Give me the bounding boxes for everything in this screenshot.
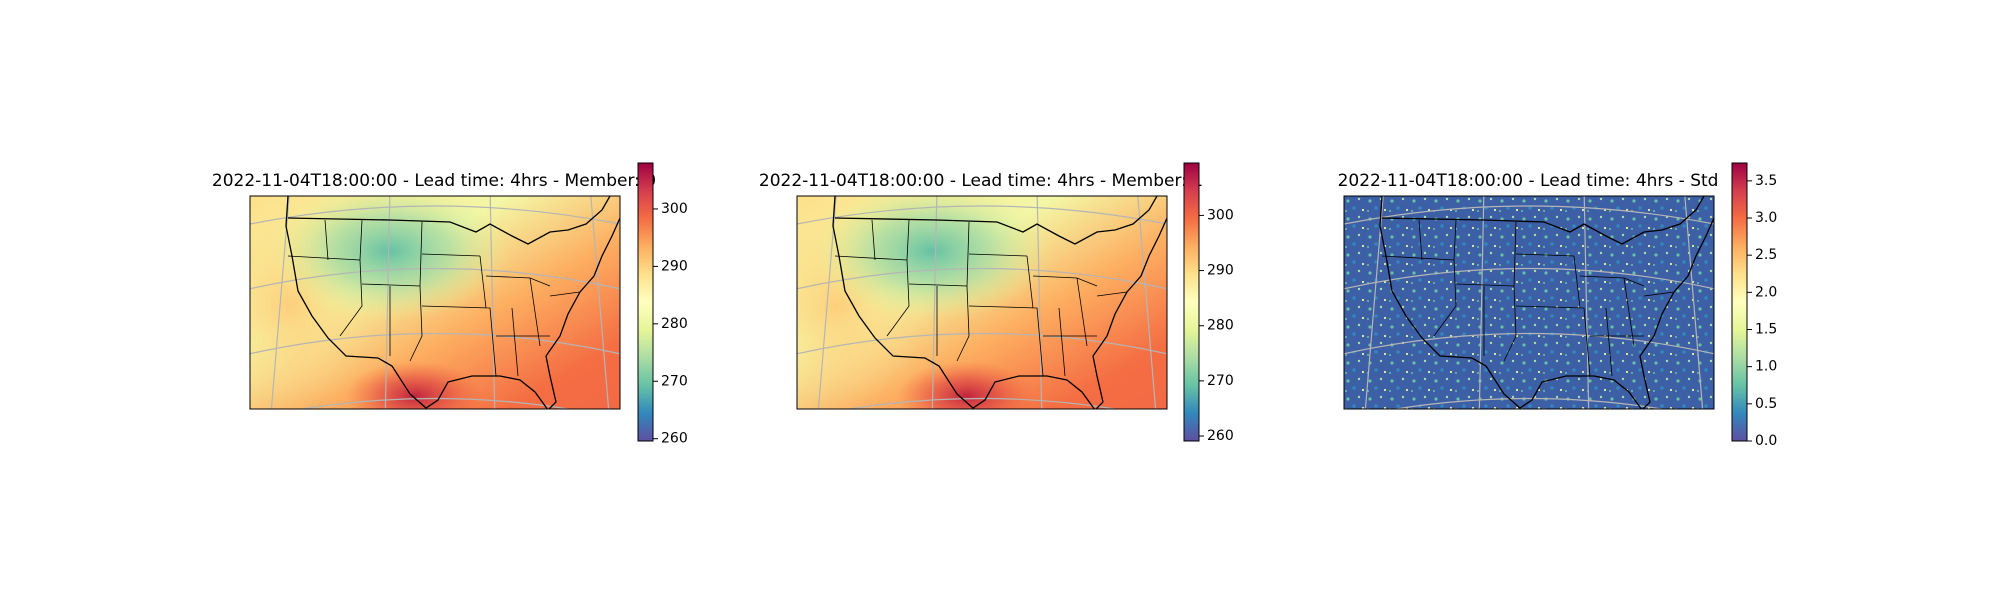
map <box>1344 196 1714 409</box>
colorbar-tick-label: 2.0 <box>1755 284 1777 300</box>
colorbar-tick-label: 3.5 <box>1755 173 1777 189</box>
colorbar-tick-label: 1.5 <box>1755 322 1777 338</box>
colorbar-tick-label: 260 <box>661 431 688 447</box>
colorbar-tick-label: 290 <box>661 258 688 274</box>
colorbar-tick-label: 280 <box>1207 318 1234 334</box>
panel: 2022-11-04T18:00:00 - Lead time: 4hrs - … <box>212 171 656 410</box>
map <box>250 196 620 409</box>
colorbar <box>1183 162 1200 442</box>
colorbar-tick-label: 1.0 <box>1755 359 1777 375</box>
colorbar-tick-label: 290 <box>1207 263 1234 279</box>
colorbar-tick-label: 0.0 <box>1755 433 1777 449</box>
panel: 2022-11-04T18:00:00 - Lead time: 4hrs - … <box>1338 171 1719 410</box>
map <box>797 196 1167 409</box>
colorbar-tick-label: 270 <box>1207 373 1234 389</box>
panel: 2022-11-04T18:00:00 - Lead time: 4hrs - … <box>759 171 1203 410</box>
colorbar-tick-label: 300 <box>1207 207 1234 223</box>
colorbar-tick-label: 3.0 <box>1755 210 1777 226</box>
colorbar-tick-label: 280 <box>661 316 688 332</box>
colorbar-tick-label: 260 <box>1207 428 1234 444</box>
colorbar-tick-label: 2.5 <box>1755 247 1777 263</box>
panel-title: 2022-11-04T18:00:00 - Lead time: 4hrs - … <box>759 171 1203 191</box>
colorbar <box>637 162 654 442</box>
colorbar-tick-label: 0.5 <box>1755 396 1777 412</box>
colorbar-tick-label: 300 <box>661 201 688 217</box>
colorbar-tick-label: 270 <box>661 373 688 389</box>
colorbar <box>1731 162 1748 442</box>
panel-title: 2022-11-04T18:00:00 - Lead time: 4hrs - … <box>212 171 656 191</box>
panel-title: 2022-11-04T18:00:00 - Lead time: 4hrs - … <box>1338 171 1719 191</box>
